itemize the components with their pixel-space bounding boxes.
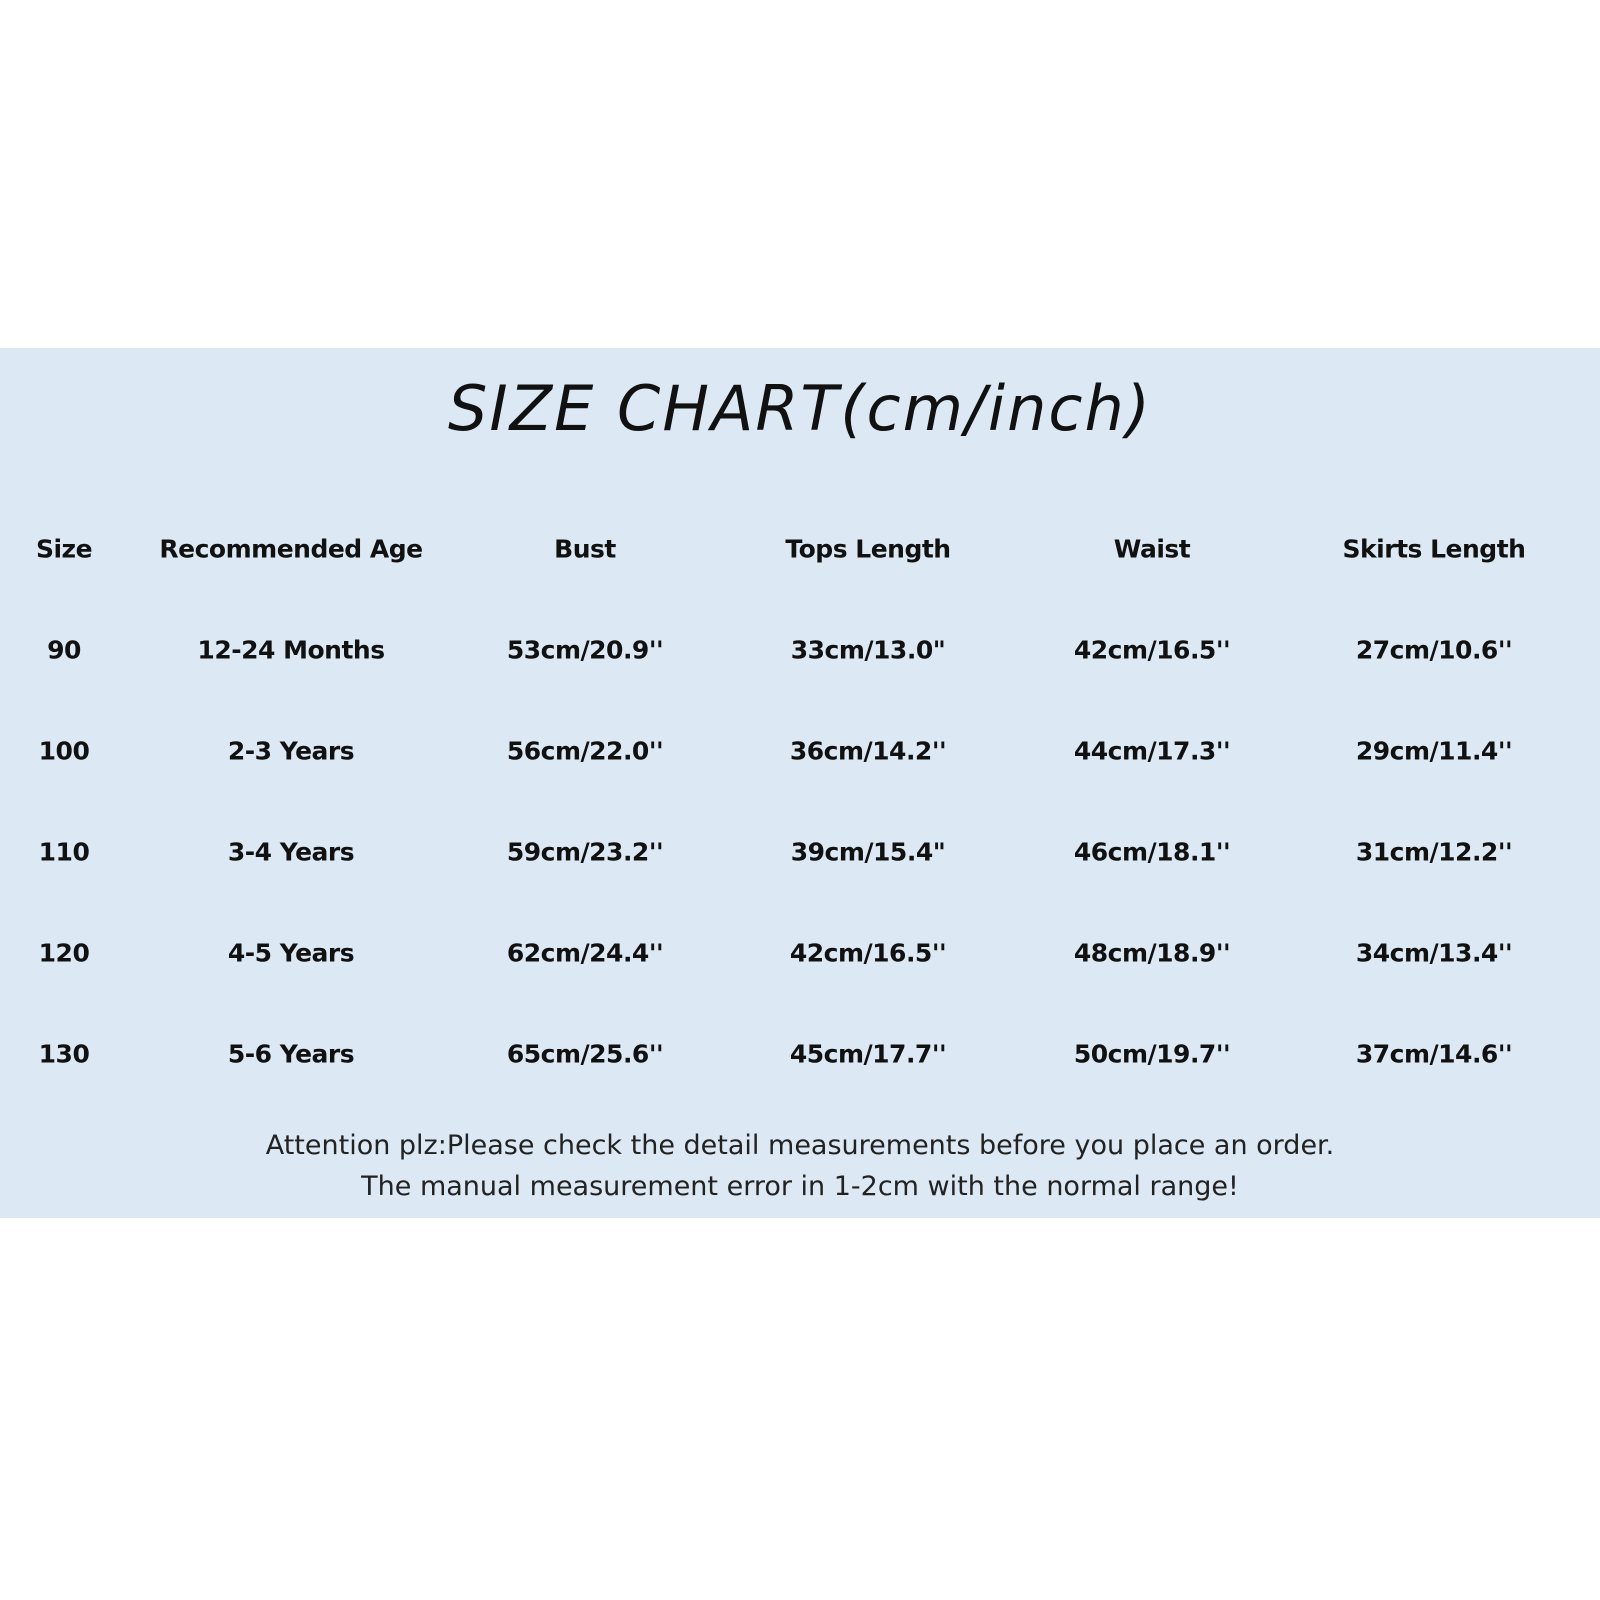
table-cell: 100 [38,736,90,766]
table-cell: 34cm/13.4'' [1355,938,1513,968]
table-cell: 45cm/17.7'' [789,1039,947,1069]
table-cell: 48cm/18.9'' [1073,938,1231,968]
size-chart-panel [0,348,1600,1218]
column-header: Size [35,534,93,564]
column-header: Skirts Length [1342,534,1526,564]
table-cell: 50cm/19.7'' [1073,1039,1231,1069]
column-header: Bust [554,534,616,564]
table-cell: 65cm/25.6'' [506,1039,664,1069]
table-cell: 46cm/18.1'' [1073,837,1231,867]
table-cell: 120 [38,938,90,968]
table-cell: 31cm/12.2'' [1355,837,1513,867]
table-cell: 2-3 Years [227,736,355,766]
table-cell: 39cm/15.4" [790,837,946,867]
chart-title: SIZE CHART(cm/inch) [448,372,1152,445]
column-header: Waist [1113,534,1191,564]
measurement-error-note: The manual measurement error in 1-2cm wi… [361,1171,1239,1202]
table-cell: 42cm/16.5'' [1073,635,1231,665]
table-cell: 27cm/10.6'' [1355,635,1513,665]
table-cell: 3-4 Years [227,837,355,867]
column-header: Tops Length [785,534,951,564]
table-cell: 29cm/11.4'' [1355,736,1513,766]
table-cell: 130 [38,1039,90,1069]
table-cell: 110 [38,837,90,867]
table-cell: 59cm/23.2'' [506,837,664,867]
table-cell: 4-5 Years [227,938,355,968]
table-cell: 62cm/24.4'' [506,938,664,968]
column-header: Recommended Age [159,534,423,564]
table-cell: 33cm/13.0" [790,635,946,665]
table-cell: 37cm/14.6'' [1355,1039,1513,1069]
table-cell: 5-6 Years [227,1039,355,1069]
table-cell: 53cm/20.9'' [506,635,664,665]
table-cell: 36cm/14.2'' [789,736,947,766]
table-cell: 56cm/22.0'' [506,736,664,766]
table-cell: 90 [47,635,81,665]
attention-note: Attention plz:Please check the detail me… [265,1130,1335,1161]
table-cell: 42cm/16.5'' [789,938,947,968]
table-cell: 12-24 Months [197,635,385,665]
table-cell: 44cm/17.3'' [1073,736,1231,766]
